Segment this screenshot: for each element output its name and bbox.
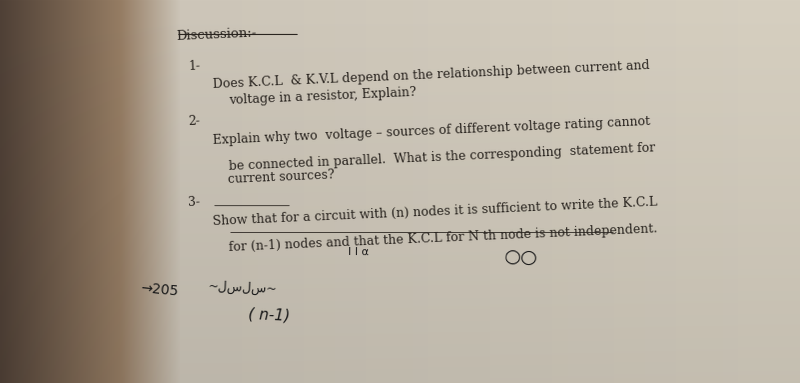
Text: ( n-1): ( n-1) — [248, 306, 290, 323]
Text: be connected in parallel.  What is the corresponding  statement for: be connected in parallel. What is the co… — [228, 142, 655, 173]
Text: →205: →205 — [140, 282, 179, 299]
Text: Explain why two  voltage – sources of different voltage rating cannot: Explain why two voltage – sources of dif… — [212, 115, 650, 147]
Text: Discussion:-: Discussion:- — [176, 27, 257, 43]
Text: for (n-1) nodes and that the K.C.L for N th node is not independent.: for (n-1) nodes and that the K.C.L for N… — [228, 222, 657, 254]
Text: 2-: 2- — [188, 115, 201, 128]
Text: 3-: 3- — [188, 195, 201, 209]
Text: Show that for a circuit with (n) nodes it is sufficient to write the K.C.L: Show that for a circuit with (n) nodes i… — [212, 195, 657, 228]
Text: Does K.C.L  & K.V.L depend on the relationship between current and: Does K.C.L & K.V.L depend on the relatio… — [212, 59, 650, 92]
Text: I I α: I I α — [348, 247, 369, 257]
Text: current sources?: current sources? — [228, 169, 335, 186]
Text: ○○: ○○ — [504, 247, 538, 267]
Text: voltage in a resistor, Explain?: voltage in a resistor, Explain? — [228, 86, 416, 107]
Text: ~لسلس~: ~لسلس~ — [208, 280, 278, 296]
Text: 1-: 1- — [188, 59, 201, 73]
